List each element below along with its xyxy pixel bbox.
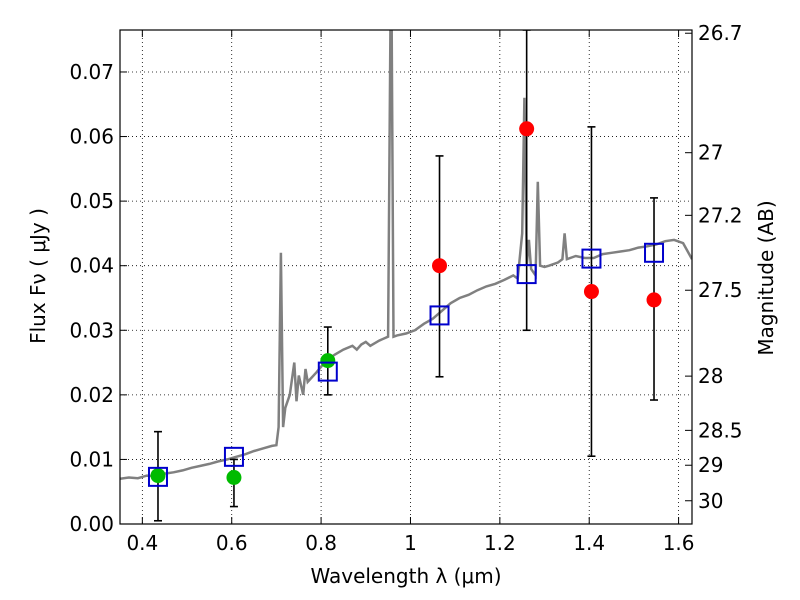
error-bar: [522, 30, 531, 332]
mag-tick-label: 30: [698, 489, 723, 513]
y-tick-label: 0.03: [69, 318, 114, 342]
mag-tick-label: 28: [698, 364, 723, 388]
green-points-marker: [320, 353, 336, 369]
y-tick-label: 0.01: [69, 447, 114, 471]
green-points-marker: [150, 468, 166, 484]
x-tick-label: 1.6: [663, 531, 695, 555]
y-tick-label: 0.05: [69, 189, 114, 213]
mag-tick-label: 27.5: [698, 278, 743, 302]
model-band-square-marker: [581, 248, 602, 269]
red-points-marker: [646, 292, 662, 308]
grid: [120, 30, 692, 525]
y2-axis-label: Magnitude (AB): [754, 200, 778, 355]
mag-tick-label: 28.5: [698, 418, 743, 442]
mag-tick-label: 26.7: [698, 21, 743, 45]
model-band-square-marker: [223, 446, 244, 467]
green-points-marker: [226, 470, 242, 486]
y-tick-label: 0.07: [69, 60, 114, 84]
model-band-square-marker: [429, 305, 450, 326]
x-tick-label: 1.2: [484, 531, 516, 555]
mag-tick-label: 27: [698, 141, 723, 165]
x-tick-label: 0.6: [216, 531, 248, 555]
model-band-square-marker: [147, 466, 168, 487]
mag-tick-label: 27.2: [698, 203, 743, 227]
plot-area: [120, 30, 692, 522]
model-band-square-marker: [317, 361, 338, 382]
y-tick-label: 0.02: [69, 383, 114, 407]
red-points-marker: [432, 258, 448, 274]
y-tick-label: 0.04: [69, 254, 114, 278]
x-tick-label: 0.8: [305, 531, 337, 555]
red-points-marker: [519, 121, 535, 137]
model-band-square-marker: [644, 242, 665, 263]
y-tick-label: 0.00: [69, 512, 114, 536]
axes: 0.4 0.6 0.8 1 1.2 1.4 1.6 0.00 0.01 0.02 0.03 0.04 0…: [69, 21, 742, 555]
red-points-marker: [583, 284, 599, 300]
plot-frame: [119, 29, 693, 525]
mag-tick-label: 29: [698, 453, 723, 477]
x-tick-label: 0.4: [126, 531, 158, 555]
model-band-square-marker: [516, 264, 537, 285]
y-axis-label: Flux Fν ( μJy ): [26, 208, 50, 344]
x-axis-label: Wavelength λ (μm): [310, 564, 501, 588]
x-tick-label: 1: [404, 531, 417, 555]
y-tick-label: 0.06: [69, 125, 114, 149]
model-spectrum-line: [120, 30, 692, 481]
x-tick-label: 1.4: [573, 531, 605, 555]
